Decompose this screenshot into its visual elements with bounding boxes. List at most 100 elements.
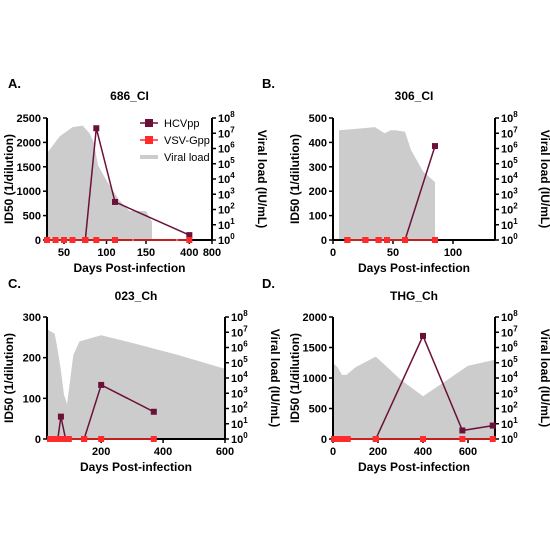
y2-tick-label: 101 bbox=[501, 416, 518, 431]
y2-tick-label: 105 bbox=[218, 156, 235, 171]
y-tick-label: 1000 bbox=[303, 373, 327, 385]
y2-tick-label: 101 bbox=[231, 416, 248, 431]
chart-panel-4: 0500100015002000100101102103104105106107… bbox=[262, 276, 550, 474]
data-point-hcvpp bbox=[459, 427, 466, 434]
data-point-hcvpp bbox=[489, 422, 496, 429]
y-tick-label: 300 bbox=[23, 312, 41, 324]
data-point-hcvpp bbox=[186, 232, 193, 239]
data-point-vsv-gpp bbox=[150, 436, 157, 442]
panel-title: THG_Ch bbox=[390, 289, 438, 303]
data-point-vsv-gpp bbox=[65, 436, 72, 442]
y-tick-label: 300 bbox=[309, 162, 327, 174]
x-tick-label: 400 bbox=[154, 446, 172, 458]
x-tick-label: 200 bbox=[92, 446, 110, 458]
x-axis-title: Days Post-infection bbox=[73, 261, 185, 275]
y2-tick-label: 106 bbox=[501, 141, 518, 156]
y-tick-label: 200 bbox=[309, 186, 327, 198]
data-point-vsv-gpp bbox=[69, 237, 76, 243]
y-axis-title: ID50 (1/dilution) bbox=[2, 333, 16, 423]
data-point-vsv-gpp bbox=[420, 436, 426, 442]
data-point-vsv-gpp bbox=[57, 436, 64, 442]
x-axis-title: Days Post-infection bbox=[358, 460, 470, 474]
y-tick-label: 400 bbox=[309, 137, 327, 149]
data-point-vsv-gpp bbox=[81, 436, 88, 442]
x-tick-label: 50 bbox=[58, 247, 70, 259]
y2-tick-label: 105 bbox=[501, 355, 518, 370]
viral-load-area bbox=[333, 356, 495, 439]
x-tick-label: 600 bbox=[216, 446, 234, 458]
y-tick-label: 1500 bbox=[17, 162, 41, 174]
y2-tick-label: 107 bbox=[218, 125, 235, 140]
legend: HCVpp VSV-Gpp Viral load bbox=[140, 118, 210, 164]
data-point-vsv-gpp bbox=[344, 237, 351, 243]
data-point-hcvpp bbox=[93, 125, 100, 132]
y2-tick-label: 101 bbox=[218, 217, 235, 232]
y2-tick-label: 108 bbox=[218, 110, 235, 125]
data-point-vsv-gpp bbox=[186, 237, 193, 243]
data-point-vsv-gpp bbox=[47, 436, 54, 442]
x-tick-label: 150 bbox=[137, 247, 155, 259]
y2-tick-label: 107 bbox=[501, 324, 518, 339]
y2-tick-label: 106 bbox=[501, 340, 518, 355]
panel-letter: B. bbox=[262, 76, 275, 91]
data-point-vsv-gpp bbox=[112, 237, 118, 243]
data-point-hcvpp bbox=[150, 408, 157, 415]
y2-tick-label: 100 bbox=[231, 431, 248, 446]
panel-letter: D. bbox=[262, 276, 275, 291]
y2-tick-label: 102 bbox=[501, 401, 518, 416]
x-axis-title: Days Post-infection bbox=[80, 460, 192, 474]
legend-swatch-square bbox=[145, 119, 153, 127]
data-point-vsv-gpp bbox=[375, 237, 382, 243]
data-point-vsv-gpp bbox=[489, 436, 496, 442]
x-tick-label: 100 bbox=[97, 247, 115, 259]
data-point-hcvpp bbox=[420, 332, 426, 339]
y2-tick-label: 104 bbox=[501, 370, 518, 385]
y2-tick-label: 103 bbox=[501, 385, 518, 400]
chart-panel-2: 0100200300400500100101102103104105106107… bbox=[262, 76, 550, 275]
y2-axis-title: Viral load (IU/mL) bbox=[538, 329, 550, 427]
y2-tick-label: 108 bbox=[501, 309, 518, 324]
chart-panel-3: 0100200300100101102103104105106107108200… bbox=[2, 276, 282, 474]
x-tick-label: 600 bbox=[459, 446, 477, 458]
y2-tick-label: 100 bbox=[501, 232, 518, 247]
y-axis-title: ID50 (1/dilution) bbox=[2, 134, 16, 224]
legend-item-label: VSV-Gpp bbox=[164, 135, 210, 147]
x-tick-label: 400 bbox=[414, 446, 432, 458]
data-point-vsv-gpp bbox=[52, 237, 59, 243]
data-point-vsv-gpp bbox=[62, 436, 69, 442]
data-point-vsv-gpp bbox=[61, 237, 67, 243]
panel-title: 306_CI bbox=[395, 89, 434, 103]
panel-title: 023_Ch bbox=[115, 289, 158, 303]
chart-panel-1: 0500100015002000250010010110210310410510… bbox=[2, 76, 269, 275]
data-point-vsv-gpp bbox=[432, 237, 438, 243]
panel-title: 686_CI bbox=[110, 89, 149, 103]
data-point-vsv-gpp bbox=[372, 436, 379, 442]
y2-tick-label: 105 bbox=[231, 355, 248, 370]
data-point-hcvpp bbox=[98, 381, 105, 388]
data-point-vsv-gpp bbox=[44, 237, 50, 243]
legend-item-label: HCVpp bbox=[164, 118, 199, 130]
y2-tick-label: 106 bbox=[231, 340, 248, 355]
x-tick-label: 200 bbox=[369, 446, 387, 458]
panel-letter: A. bbox=[8, 76, 21, 91]
y-axis-title: ID50 (1/dilution) bbox=[288, 333, 302, 423]
x-tick-label: 0 bbox=[330, 446, 336, 458]
y2-tick-label: 107 bbox=[501, 125, 518, 140]
x-tick-label: 400 bbox=[180, 247, 198, 259]
y2-tick-label: 104 bbox=[501, 171, 518, 186]
legend-swatch-square bbox=[145, 136, 153, 144]
y-tick-label: 1000 bbox=[17, 186, 41, 198]
y2-tick-label: 103 bbox=[231, 385, 248, 400]
y-tick-label: 0 bbox=[35, 434, 41, 446]
data-point-hcvpp bbox=[432, 143, 438, 150]
y-tick-label: 0 bbox=[321, 235, 327, 247]
y2-tick-label: 104 bbox=[218, 171, 235, 186]
data-point-vsv-gpp bbox=[93, 237, 100, 243]
data-point-hcvpp bbox=[112, 198, 118, 205]
y2-tick-label: 108 bbox=[231, 309, 248, 324]
y2-tick-label: 106 bbox=[218, 141, 235, 156]
y2-tick-label: 100 bbox=[218, 232, 235, 247]
data-point-vsv-gpp bbox=[82, 237, 89, 243]
y-tick-label: 100 bbox=[309, 211, 327, 223]
data-point-vsv-gpp bbox=[51, 436, 58, 442]
